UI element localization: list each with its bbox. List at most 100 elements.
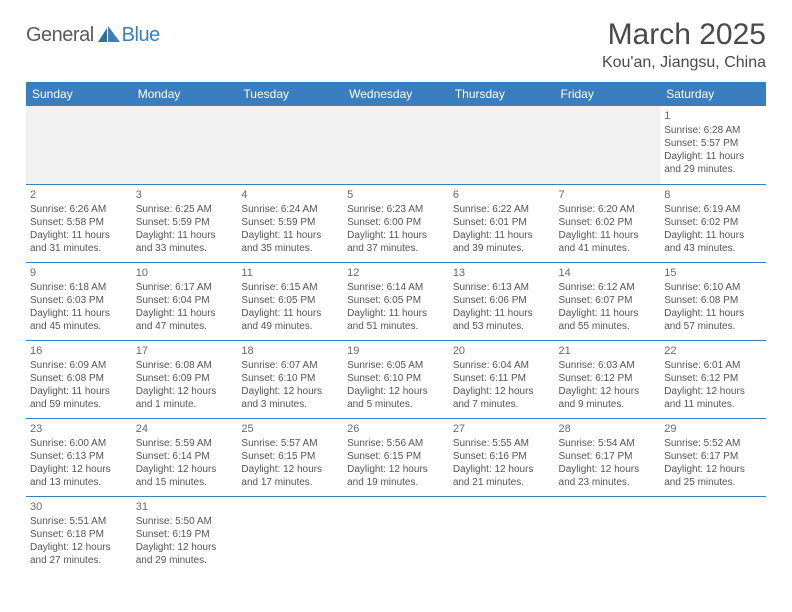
day-number: 10 (136, 266, 234, 280)
day-number: 13 (453, 266, 551, 280)
location-text: Kou'an, Jiangsu, China (602, 54, 766, 72)
calendar-day-cell: 18Sunrise: 6:07 AMSunset: 6:10 PMDayligh… (237, 340, 343, 418)
sunrise-text: Sunrise: 6:24 AM (241, 203, 339, 216)
daylight-text: Daylight: 11 hours and 47 minutes. (136, 307, 234, 333)
calendar-day-cell: 20Sunrise: 6:04 AMSunset: 6:11 PMDayligh… (449, 340, 555, 418)
calendar-day-cell: 27Sunrise: 5:55 AMSunset: 6:16 PMDayligh… (449, 418, 555, 496)
sunrise-text: Sunrise: 6:20 AM (559, 203, 657, 216)
calendar-day-cell: 15Sunrise: 6:10 AMSunset: 6:08 PMDayligh… (660, 262, 766, 340)
day-number: 2 (30, 188, 128, 202)
calendar-page: General Blue March 2025 Kou'an, Jiangsu,… (0, 0, 792, 612)
day-number: 28 (559, 422, 657, 436)
sunset-text: Sunset: 6:13 PM (30, 450, 128, 463)
sunset-text: Sunset: 6:15 PM (241, 450, 339, 463)
sunrise-text: Sunrise: 5:51 AM (30, 515, 128, 528)
sunrise-text: Sunrise: 5:57 AM (241, 437, 339, 450)
calendar-day-cell: 23Sunrise: 6:00 AMSunset: 6:13 PMDayligh… (26, 418, 132, 496)
calendar-day-cell: 1Sunrise: 6:28 AMSunset: 5:57 PMDaylight… (660, 106, 766, 184)
sunset-text: Sunset: 6:12 PM (559, 372, 657, 385)
calendar-header-row: SundayMondayTuesdayWednesdayThursdayFrid… (26, 82, 766, 106)
logo-text-blue: Blue (122, 24, 160, 47)
sunset-text: Sunset: 5:58 PM (30, 216, 128, 229)
calendar-table: SundayMondayTuesdayWednesdayThursdayFrid… (26, 82, 766, 574)
day-number: 1 (664, 109, 762, 123)
day-number: 12 (347, 266, 445, 280)
daylight-text: Daylight: 12 hours and 1 minute. (136, 385, 234, 411)
daylight-text: Daylight: 12 hours and 3 minutes. (241, 385, 339, 411)
daylight-text: Daylight: 11 hours and 31 minutes. (30, 229, 128, 255)
calendar-day-cell: 24Sunrise: 5:59 AMSunset: 6:14 PMDayligh… (132, 418, 238, 496)
daylight-text: Daylight: 12 hours and 9 minutes. (559, 385, 657, 411)
sunset-text: Sunset: 6:00 PM (347, 216, 445, 229)
calendar-day-cell: 21Sunrise: 6:03 AMSunset: 6:12 PMDayligh… (555, 340, 661, 418)
calendar-day-cell: 8Sunrise: 6:19 AMSunset: 6:02 PMDaylight… (660, 184, 766, 262)
sunset-text: Sunset: 6:19 PM (136, 528, 234, 541)
sunrise-text: Sunrise: 6:19 AM (664, 203, 762, 216)
daylight-text: Daylight: 12 hours and 11 minutes. (664, 385, 762, 411)
day-number: 11 (241, 266, 339, 280)
header: General Blue March 2025 Kou'an, Jiangsu,… (26, 18, 766, 72)
calendar-week-row: 30Sunrise: 5:51 AMSunset: 6:18 PMDayligh… (26, 496, 766, 574)
daylight-text: Daylight: 11 hours and 55 minutes. (559, 307, 657, 333)
sunrise-text: Sunrise: 6:03 AM (559, 359, 657, 372)
calendar-day-cell (449, 496, 555, 574)
calendar-day-cell: 12Sunrise: 6:14 AMSunset: 6:05 PMDayligh… (343, 262, 449, 340)
daylight-text: Daylight: 12 hours and 13 minutes. (30, 463, 128, 489)
day-number: 17 (136, 344, 234, 358)
day-number: 25 (241, 422, 339, 436)
day-number: 18 (241, 344, 339, 358)
calendar-day-cell: 29Sunrise: 5:52 AMSunset: 6:17 PMDayligh… (660, 418, 766, 496)
sunrise-text: Sunrise: 6:07 AM (241, 359, 339, 372)
sunrise-text: Sunrise: 6:14 AM (347, 281, 445, 294)
calendar-day-cell (237, 106, 343, 184)
daylight-text: Daylight: 12 hours and 21 minutes. (453, 463, 551, 489)
sunrise-text: Sunrise: 5:59 AM (136, 437, 234, 450)
sunset-text: Sunset: 6:11 PM (453, 372, 551, 385)
day-number: 7 (559, 188, 657, 202)
daylight-text: Daylight: 12 hours and 5 minutes. (347, 385, 445, 411)
sunset-text: Sunset: 6:05 PM (241, 294, 339, 307)
calendar-day-cell: 4Sunrise: 6:24 AMSunset: 5:59 PMDaylight… (237, 184, 343, 262)
calendar-day-cell (343, 496, 449, 574)
daylight-text: Daylight: 12 hours and 7 minutes. (453, 385, 551, 411)
sunrise-text: Sunrise: 6:00 AM (30, 437, 128, 450)
calendar-day-cell: 3Sunrise: 6:25 AMSunset: 5:59 PMDaylight… (132, 184, 238, 262)
sunset-text: Sunset: 6:07 PM (559, 294, 657, 307)
sunrise-text: Sunrise: 6:10 AM (664, 281, 762, 294)
sunrise-text: Sunrise: 6:12 AM (559, 281, 657, 294)
logo: General Blue (26, 24, 160, 47)
day-number: 4 (241, 188, 339, 202)
sunrise-text: Sunrise: 5:54 AM (559, 437, 657, 450)
sunset-text: Sunset: 6:10 PM (347, 372, 445, 385)
sunset-text: Sunset: 5:59 PM (136, 216, 234, 229)
sunset-text: Sunset: 6:17 PM (559, 450, 657, 463)
sunset-text: Sunset: 6:02 PM (664, 216, 762, 229)
sunrise-text: Sunrise: 5:55 AM (453, 437, 551, 450)
day-number: 8 (664, 188, 762, 202)
calendar-day-cell: 6Sunrise: 6:22 AMSunset: 6:01 PMDaylight… (449, 184, 555, 262)
day-number: 15 (664, 266, 762, 280)
day-header: Sunday (26, 82, 132, 106)
sunset-text: Sunset: 6:06 PM (453, 294, 551, 307)
calendar-day-cell: 5Sunrise: 6:23 AMSunset: 6:00 PMDaylight… (343, 184, 449, 262)
sunrise-text: Sunrise: 6:01 AM (664, 359, 762, 372)
sunset-text: Sunset: 6:10 PM (241, 372, 339, 385)
calendar-day-cell: 25Sunrise: 5:57 AMSunset: 6:15 PMDayligh… (237, 418, 343, 496)
calendar-day-cell (237, 496, 343, 574)
calendar-day-cell (343, 106, 449, 184)
day-number: 19 (347, 344, 445, 358)
calendar-day-cell (132, 106, 238, 184)
sunset-text: Sunset: 6:02 PM (559, 216, 657, 229)
sunset-text: Sunset: 6:08 PM (30, 372, 128, 385)
day-number: 27 (453, 422, 551, 436)
calendar-day-cell: 7Sunrise: 6:20 AMSunset: 6:02 PMDaylight… (555, 184, 661, 262)
calendar-day-cell: 14Sunrise: 6:12 AMSunset: 6:07 PMDayligh… (555, 262, 661, 340)
sunset-text: Sunset: 6:16 PM (453, 450, 551, 463)
daylight-text: Daylight: 11 hours and 51 minutes. (347, 307, 445, 333)
daylight-text: Daylight: 12 hours and 29 minutes. (136, 541, 234, 567)
sunrise-text: Sunrise: 6:25 AM (136, 203, 234, 216)
daylight-text: Daylight: 11 hours and 45 minutes. (30, 307, 128, 333)
sunset-text: Sunset: 6:12 PM (664, 372, 762, 385)
day-number: 30 (30, 500, 128, 514)
daylight-text: Daylight: 11 hours and 39 minutes. (453, 229, 551, 255)
